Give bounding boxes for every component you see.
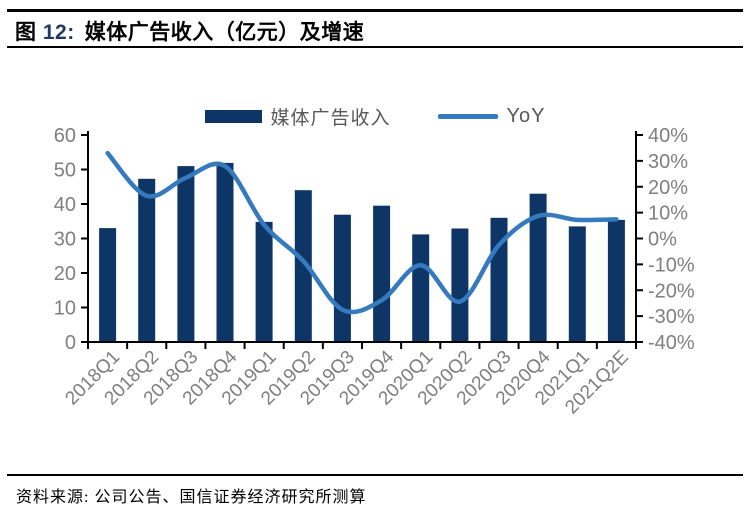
bar-2020Q2: [451, 228, 469, 342]
right-axis-tick-label: 20%: [648, 177, 688, 199]
right-axis-tick-label: 30%: [648, 151, 688, 173]
bar-2018Q3: [177, 166, 195, 342]
bar-2019Q4: [373, 205, 391, 342]
left-axis-tick-label: 0: [65, 332, 76, 354]
bar-2020Q1: [412, 234, 430, 342]
bar-2021Q1: [568, 226, 586, 342]
figure-title-text: 媒体广告收入（亿元）及增速: [84, 21, 365, 44]
legend-line-swatch-icon: [437, 114, 498, 119]
chart: 60 50 40 30 20 10 0 40% 30% 20% 10% 0% -10% -20% -30% -…: [0, 88, 750, 448]
bar-2018Q1: [99, 228, 117, 342]
right-axis-tick-label: -40%: [648, 332, 695, 354]
bar-2020Q4: [529, 193, 547, 342]
bar-2018Q4: [216, 162, 234, 342]
left-axis-tick-label: 30: [54, 229, 76, 251]
chart-plot-area: 60 50 40 30 20 10 0 40% 30% 20% 10% 0% -10% -20% -30% -…: [54, 125, 695, 418]
legend-bar-swatch-icon: [204, 110, 262, 123]
figure-title: 图 12: 媒体广告收入（亿元）及增速: [15, 16, 364, 46]
right-axis-tick-label: -30%: [648, 306, 695, 328]
right-axis-tick-label: 10%: [648, 203, 688, 225]
figure-number: 12:: [42, 21, 75, 44]
legend-line-label: YoY: [506, 105, 546, 127]
right-axis-tick-label: -10%: [648, 254, 695, 276]
source-note: 资料来源: 公司公告、国信证券经济研究所测算: [16, 489, 367, 506]
left-axis-tick-label: 40: [54, 194, 76, 216]
left-axis-tick-label: 10: [54, 298, 76, 320]
yoy-line: [105, 150, 619, 315]
bar-2018Q2: [138, 178, 156, 342]
right-axis-tick-label: -20%: [648, 280, 695, 302]
right-axis-tick-label: 40%: [648, 125, 688, 147]
footer-rule: [7, 474, 743, 476]
bar-2019Q1: [255, 221, 273, 342]
left-axis-tick-label: 50: [54, 160, 76, 182]
right-axis-tick-label: 0%: [648, 229, 677, 251]
top-rule: [7, 9, 743, 12]
bar-2021Q2E: [607, 219, 625, 342]
bar-2019Q2: [294, 190, 312, 342]
figure-label-prefix: 图: [15, 21, 43, 44]
title-underline-rule: [7, 46, 743, 48]
left-axis-tick-label: 20: [54, 263, 76, 285]
bar-2019Q3: [333, 214, 351, 342]
legend-bar-label: 媒体广告收入: [270, 108, 391, 129]
left-axis-tick-label: 60: [54, 125, 76, 147]
chart-legend: 媒体广告收入 YoY: [0, 103, 750, 130]
